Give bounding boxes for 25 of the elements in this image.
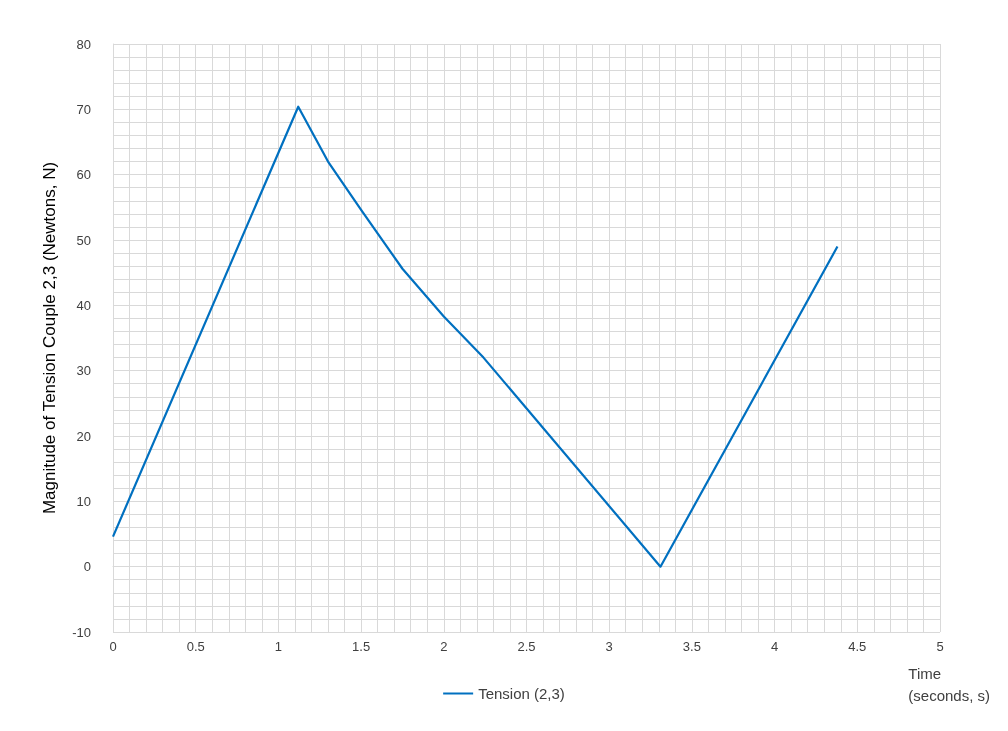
y-tick-label: 20	[76, 428, 91, 444]
x-tick-label: 3	[605, 639, 613, 654]
y-tick-label: 0	[83, 559, 91, 575]
y-tick-label: 40	[76, 297, 91, 313]
x-tick-label: 4.5	[848, 639, 867, 654]
x-tick-label: 3.5	[682, 639, 701, 654]
y-tick-label: -10	[72, 624, 91, 640]
y-tick-label: 30	[76, 363, 91, 379]
x-tick-label: 0	[109, 639, 117, 654]
x-tick-label: 2	[440, 639, 448, 654]
y-tick-label: 80	[76, 36, 91, 52]
line-series	[111, 105, 839, 568]
x-tick-label: 5	[936, 639, 944, 654]
x-axis-title: Time (seconds, s)	[908, 664, 991, 704]
y-axis-title: Magnitude of Tension Couple 2,3 (Newtons, N)	[40, 161, 59, 515]
legend-label: Tension (2,3)	[478, 685, 565, 702]
y-tick-label: 10	[76, 493, 91, 509]
x-tick-label: 1.5	[352, 639, 371, 654]
x-tick-label: 4	[770, 639, 779, 654]
y-tick-label: 60	[76, 167, 91, 183]
x-tick-label: 2.5	[517, 639, 536, 654]
y-tick-label: 70	[76, 101, 91, 117]
x-tick-label: 0.5	[186, 639, 205, 654]
x-tick-label: 1	[274, 639, 283, 654]
y-tick-label: 50	[76, 232, 91, 248]
